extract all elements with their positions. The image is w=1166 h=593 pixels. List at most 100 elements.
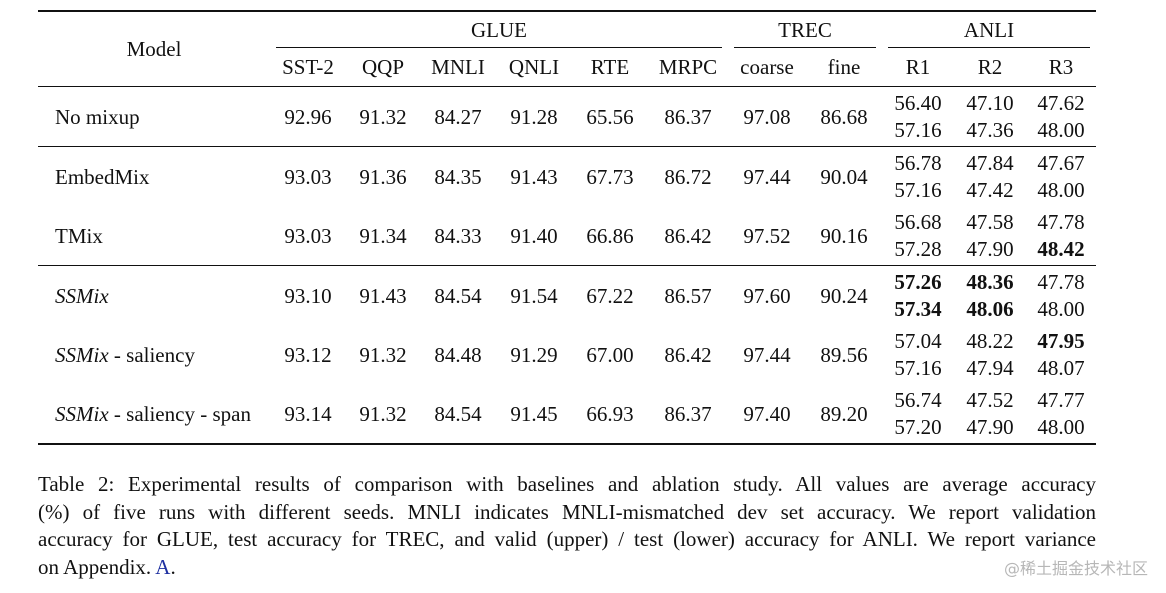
watermark: @稀土掘金技术社区 xyxy=(1003,559,1148,578)
model-name-cell: SSMix - saliency xyxy=(38,325,270,384)
anli-cell: 47.84 47.42 xyxy=(954,146,1026,206)
table-cell: 84.33 xyxy=(434,223,482,248)
column-header-trec-fine: fine xyxy=(806,48,882,87)
table-cell: 91.32 xyxy=(359,401,407,426)
table-cell: 91.36 xyxy=(346,146,420,206)
glue-group-label: GLUE xyxy=(471,18,527,42)
model-name-cell: No mixup xyxy=(38,87,270,147)
column-header-qqp: QQP xyxy=(346,48,420,87)
table-cell: 91.32 xyxy=(359,104,407,129)
anli-cell: 47.62 48.00 xyxy=(1026,87,1096,147)
table-row: No mixup 92.96 91.32 84.27 91.28 65.56 86.37 97… xyxy=(38,87,1096,147)
trec-group-label: TREC xyxy=(778,18,832,42)
anli-test-value: 48.06 xyxy=(966,296,1014,321)
anli-test-value: 57.16 xyxy=(894,177,942,202)
anli-group-header: ANLI xyxy=(882,11,1096,48)
caption-last-line-period: . xyxy=(170,554,176,579)
anli-valid-value: 47.84 xyxy=(966,150,1014,175)
table-cell: 93.03 xyxy=(284,223,332,248)
table-cell: 97.52 xyxy=(743,223,791,248)
table-cell: 86.68 xyxy=(820,104,868,129)
anli-test-value: 47.90 xyxy=(966,414,1014,439)
anli-cell: 47.58 47.90 xyxy=(954,206,1026,266)
table-cell: 91.43 xyxy=(346,265,420,325)
table-cell: 97.40 xyxy=(743,401,791,426)
model-name-italic: SSMix xyxy=(55,401,109,426)
anli-test-value: 48.00 xyxy=(1037,117,1085,142)
table-cell: 86.37 xyxy=(664,401,712,426)
table-cell: 97.44 xyxy=(743,342,791,367)
anli-valid-value: 48.22 xyxy=(966,328,1014,353)
anli-test-value: 57.20 xyxy=(894,414,942,439)
table-cell: 97.60 xyxy=(728,265,806,325)
anli-cell: 47.95 48.07 xyxy=(1026,325,1096,384)
anli-valid-value: 57.04 xyxy=(894,328,942,353)
anli-test-value: 47.42 xyxy=(966,177,1014,202)
anli-test-value: 47.94 xyxy=(966,355,1014,380)
column-header-anli-r2: R2 xyxy=(954,48,1026,87)
anli-cell: 57.26 57.34 xyxy=(882,265,954,325)
table-column-header-row: SST-2 QQP MNLI QNLI RTE MRPC coarse fine… xyxy=(38,48,1096,87)
table-cell: 89.20 xyxy=(820,401,868,426)
table-cell: 91.43 xyxy=(496,146,572,206)
model-column-header: Model xyxy=(38,11,270,87)
table-cell: 90.16 xyxy=(820,223,868,248)
model-name-italic: SSMix xyxy=(55,283,109,308)
model-name-cell: TMix xyxy=(38,206,270,266)
model-name: TMix xyxy=(55,223,103,248)
anli-valid-value: 47.62 xyxy=(1037,90,1085,115)
table-cell: 93.12 xyxy=(284,342,332,367)
anli-test-value: 48.00 xyxy=(1037,414,1085,439)
appendix-reference-link[interactable]: A xyxy=(155,554,171,579)
anli-valid-value: 56.78 xyxy=(894,150,942,175)
table-cell: 90.04 xyxy=(806,146,882,206)
model-name-suffix: - saliency xyxy=(108,342,195,367)
anli-cell: 47.78 48.42 xyxy=(1026,206,1096,266)
table-cell: 67.22 xyxy=(572,265,648,325)
anli-valid-value: 47.58 xyxy=(966,209,1014,234)
anli-cell: 56.40 57.16 xyxy=(882,87,954,147)
table-cell: 84.27 xyxy=(434,104,482,129)
table-cell: 91.34 xyxy=(359,223,407,248)
table-cell: 86.37 xyxy=(664,104,712,129)
table-cell: 86.57 xyxy=(648,265,728,325)
table-cell: 93.03 xyxy=(270,146,346,206)
table-cell: 66.93 xyxy=(586,401,634,426)
table-body: No mixup 92.96 91.32 84.27 91.28 65.56 86.37 97… xyxy=(38,87,1096,444)
table-cell: 86.42 xyxy=(664,342,712,367)
anli-cell: 56.68 57.28 xyxy=(882,206,954,266)
table-cell: 67.73 xyxy=(572,146,648,206)
anli-cell: 47.67 48.00 xyxy=(1026,146,1096,206)
column-header-trec-coarse: coarse xyxy=(728,48,806,87)
anli-cell: 47.77 48.00 xyxy=(1026,384,1096,444)
caption-line: accuracy for GLUE, test accuracy for TRE… xyxy=(38,527,1096,551)
table-cell: 92.96 xyxy=(284,104,332,129)
anli-cell: 48.22 47.94 xyxy=(954,325,1026,384)
anli-cell: 56.74 57.20 xyxy=(882,384,954,444)
table-cell: 84.54 xyxy=(420,265,496,325)
table-cell: 97.08 xyxy=(743,104,791,129)
anli-valid-value: 47.78 xyxy=(1037,269,1085,294)
results-table-container: Model GLUE TREC ANLI SST-2 QQP MNLI Q xyxy=(38,10,1096,445)
table-cell: 86.72 xyxy=(648,146,728,206)
table-caption: Table 2: Experimental results of compari… xyxy=(38,471,1096,581)
glue-group-header: GLUE xyxy=(270,11,728,48)
anli-test-value: 57.34 xyxy=(894,296,942,321)
model-name-cell: SSMix - saliency - span xyxy=(38,384,270,444)
table-cell: 91.32 xyxy=(359,342,407,367)
table-cell: 91.45 xyxy=(510,401,558,426)
caption-last-line-text: on Appendix. xyxy=(38,554,156,579)
trec-group-header: TREC xyxy=(728,11,882,48)
anli-valid-value: 47.78 xyxy=(1037,209,1085,234)
column-header-anli-r1: R1 xyxy=(882,48,954,87)
anli-valid-value: 56.68 xyxy=(894,209,942,234)
table-cell: 84.48 xyxy=(434,342,482,367)
anli-valid-value: 57.26 xyxy=(894,269,942,294)
table-cell: 91.54 xyxy=(496,265,572,325)
table-row: TMix 93.03 91.34 84.33 91.40 66.86 86.42 97.52 9… xyxy=(38,206,1096,266)
model-name-italic: SSMix xyxy=(55,342,109,367)
anli-valid-value: 47.67 xyxy=(1037,150,1085,175)
table-cell: 90.24 xyxy=(806,265,882,325)
anli-cell: 47.78 48.00 xyxy=(1026,265,1096,325)
table-cell: 91.28 xyxy=(510,104,558,129)
